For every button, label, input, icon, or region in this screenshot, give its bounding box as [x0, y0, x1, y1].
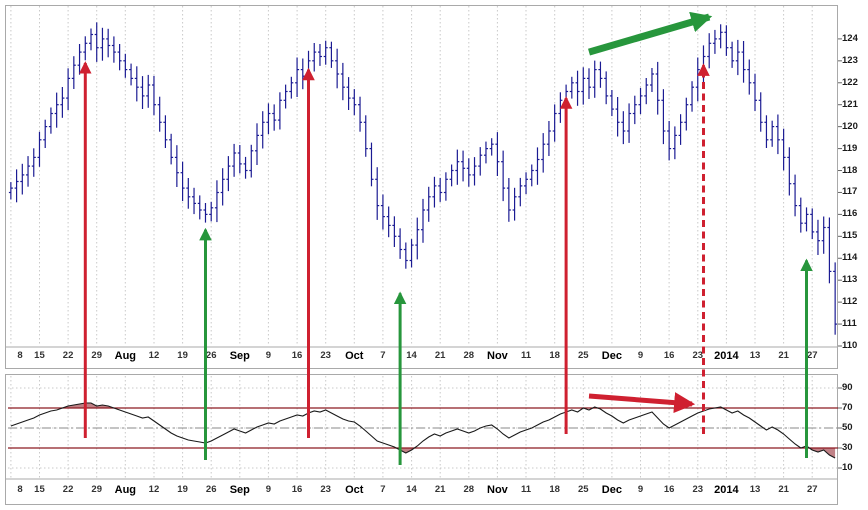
oscillator-y-tick-label: 50 — [842, 422, 853, 433]
oscillator-y-tick-label: 90 — [842, 382, 853, 393]
price-y-tick-label: 113 — [842, 274, 858, 286]
price-y-tick-label: 119 — [842, 142, 858, 154]
price-y-tick-label: 122 — [842, 76, 858, 88]
price-y-tick-label: 123 — [842, 54, 858, 66]
price-panel — [5, 5, 838, 369]
price-y-tick-label: 118 — [842, 164, 858, 176]
oscillator-panel — [5, 374, 838, 505]
price-y-tick-label: 114 — [842, 252, 858, 264]
oscillator-y-tick-label: 10 — [842, 462, 853, 473]
price-y-tick-label: 110 — [842, 340, 858, 351]
price-y-tick-label: 112 — [842, 296, 858, 308]
price-y-tick-label: 115 — [842, 230, 858, 242]
price-y-tick-label: 124 — [842, 32, 858, 44]
price-y-tick-label: 121 — [842, 98, 858, 110]
price-y-tick-label: 120 — [842, 120, 858, 132]
price-y-tick-label: 111 — [842, 318, 857, 330]
oscillator-y-tick-label: 30 — [842, 442, 853, 453]
price-y-tick-label: 117 — [842, 186, 858, 198]
oscillator-y-tick-label: 70 — [842, 402, 853, 413]
price-y-tick-label: 116 — [842, 208, 858, 220]
